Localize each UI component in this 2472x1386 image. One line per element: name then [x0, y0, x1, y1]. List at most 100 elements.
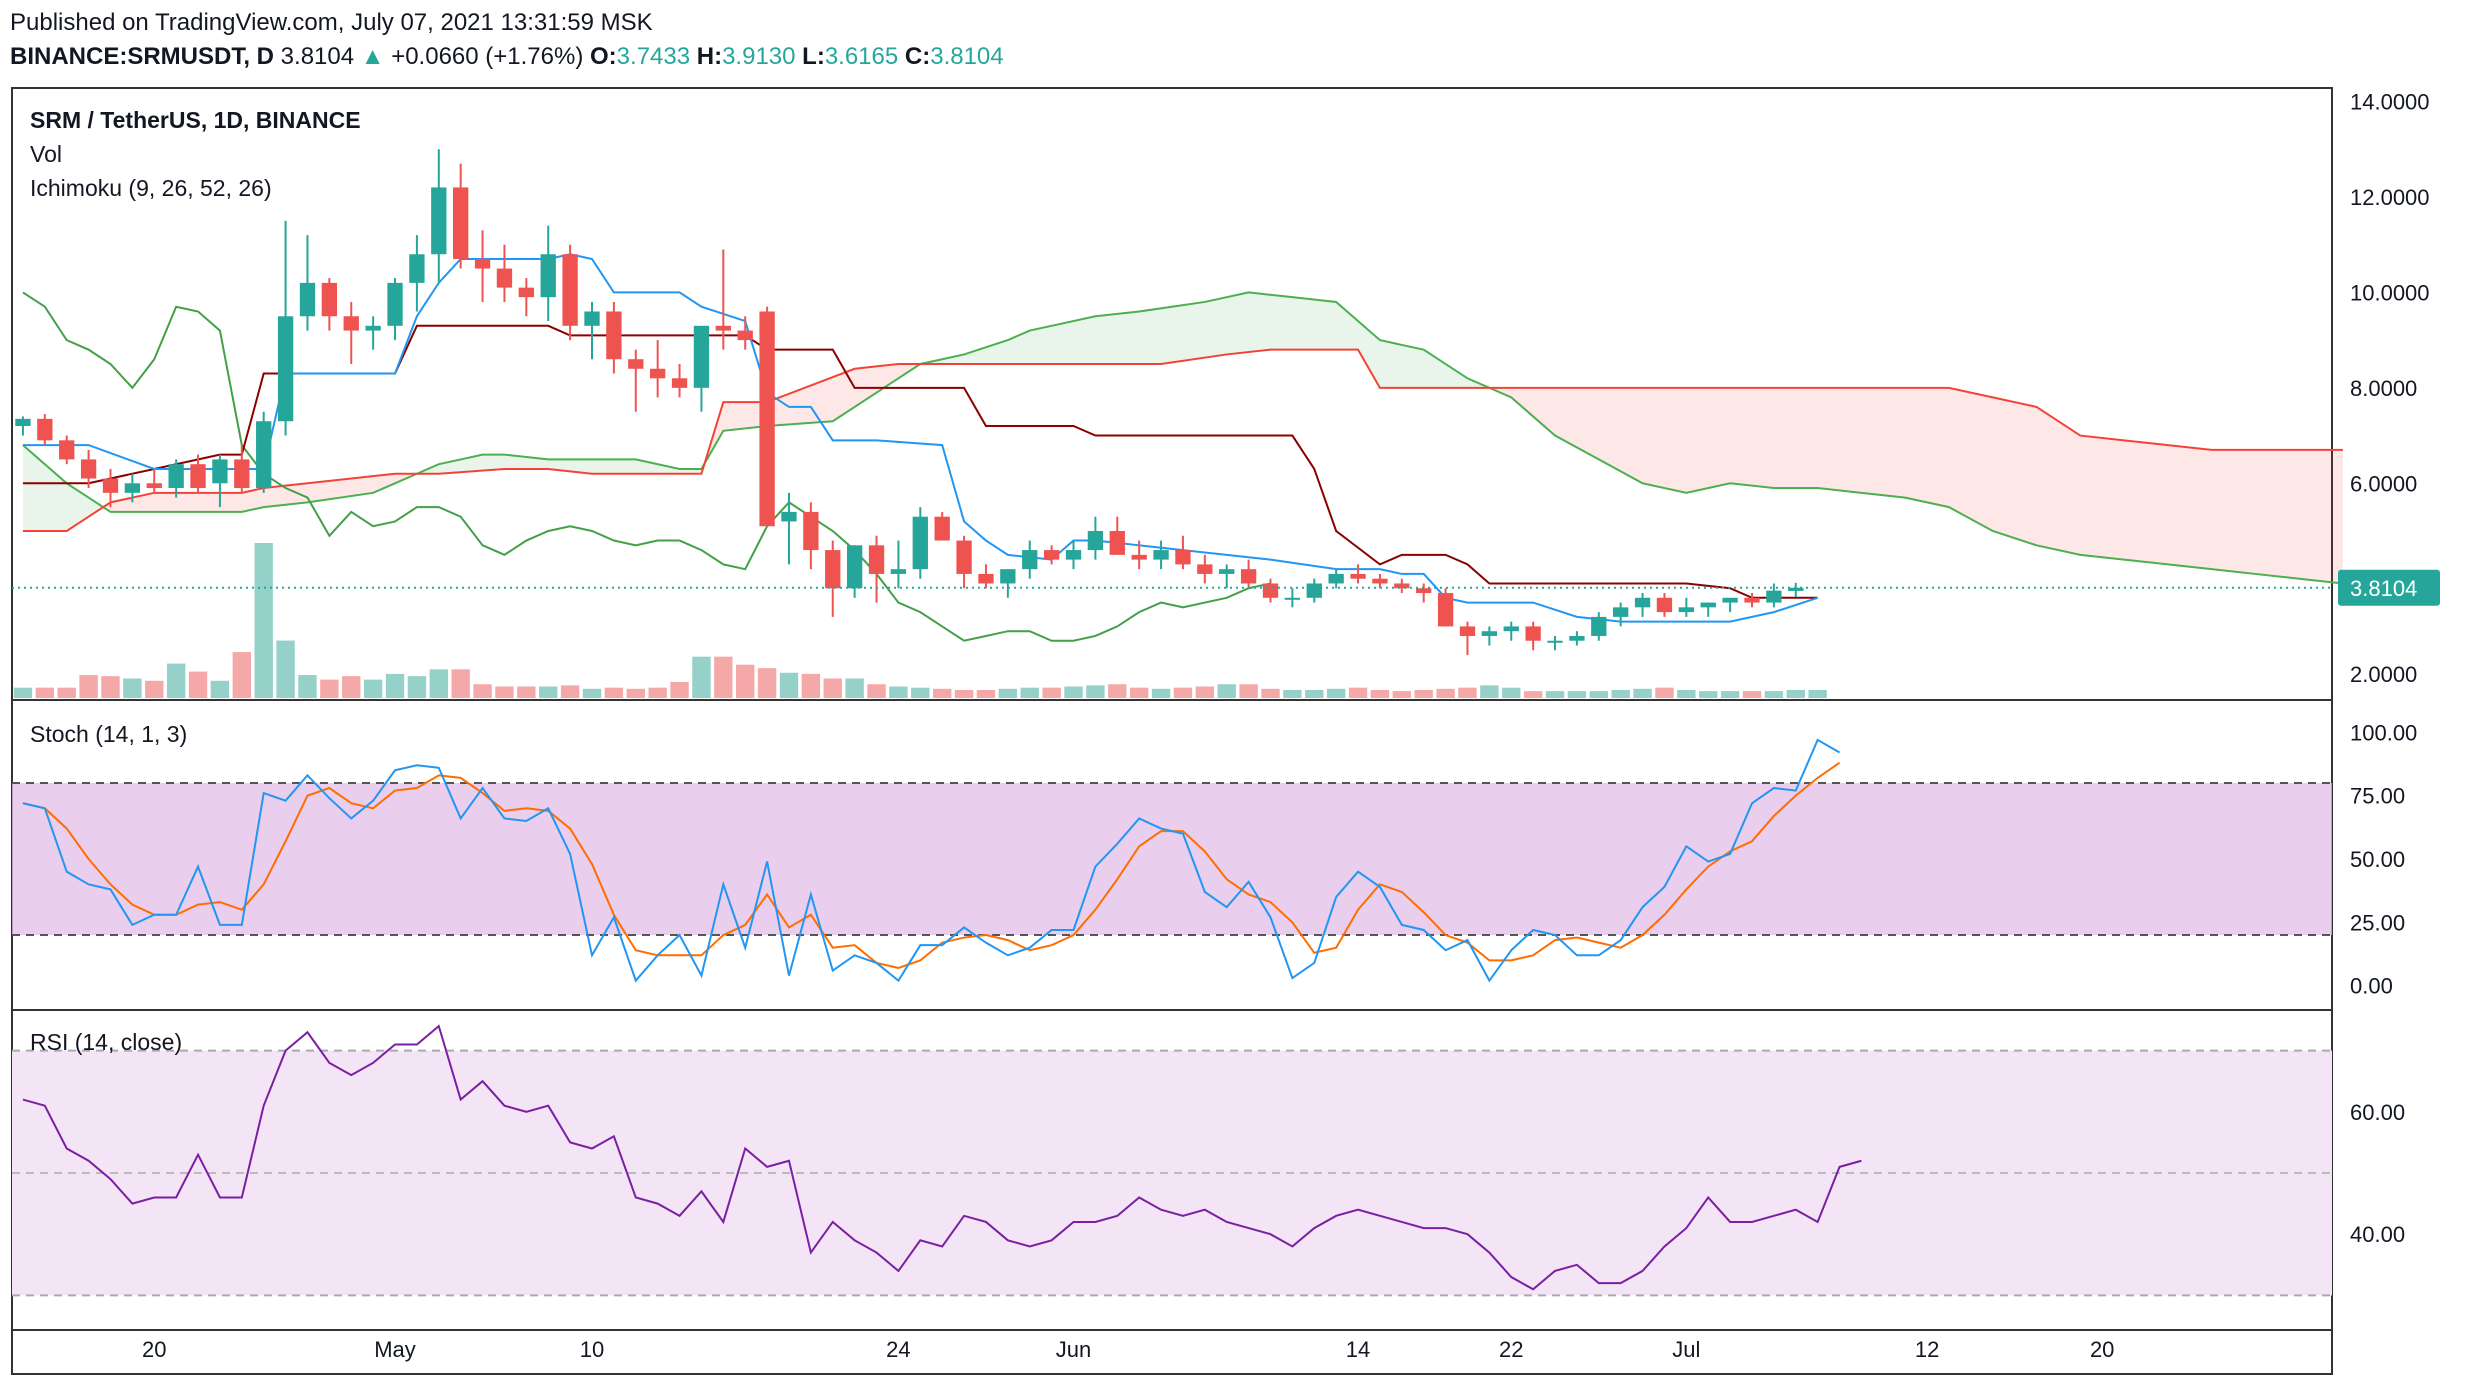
cloud-segment — [1128, 311, 1140, 364]
cloud-segment — [581, 459, 592, 474]
cloud-segment — [493, 454, 505, 470]
cloud-segment — [690, 468, 702, 474]
cloud-segment — [1773, 387, 1785, 489]
candles — [15, 149, 1804, 656]
cloud-segment — [1784, 387, 1796, 489]
candle-body — [1613, 607, 1629, 617]
cloud-segment — [1598, 387, 1610, 466]
cloud-segment — [843, 368, 855, 415]
candle-body — [15, 418, 31, 427]
candle-body — [1372, 578, 1388, 584]
cloud-segment — [1018, 330, 1030, 364]
cloud-segment — [1817, 387, 1829, 490]
rsi-tick-label: 60.00 — [2350, 1100, 2405, 1125]
rsi-pane[interactable]: RSI (14, close) — [12, 1024, 2332, 1297]
volume-bar — [670, 681, 689, 698]
candle — [321, 278, 338, 331]
volume-bar — [1392, 691, 1412, 698]
candle — [365, 316, 381, 350]
cloud-segment — [1927, 387, 1939, 505]
cloud-segment — [876, 365, 888, 393]
candle-body — [978, 573, 994, 584]
cloud-segment — [263, 486, 275, 508]
candle-body — [650, 368, 666, 379]
candle — [1744, 593, 1760, 608]
symbol-name: BINANCE:SRMUSDT, D — [10, 43, 274, 70]
cloud-segment — [996, 340, 1008, 364]
rsi-axis[interactable]: 60.00 40.00 — [2350, 1100, 2405, 1247]
volume-bar — [188, 671, 208, 698]
rsi-band — [12, 1050, 2332, 1296]
candle — [1022, 540, 1038, 579]
volume-bar — [166, 663, 186, 698]
cloud-segment — [865, 366, 877, 400]
candle — [1306, 578, 1322, 603]
cloud-segment — [2178, 446, 2190, 567]
volume-bar — [1305, 689, 1324, 698]
candle-body — [890, 569, 907, 574]
volume-bar — [1567, 691, 1587, 698]
candle — [1109, 516, 1125, 555]
rsi-tick-label: 40.00 — [2350, 1222, 2405, 1247]
candle-body — [912, 516, 928, 570]
candle-body — [277, 316, 294, 422]
volume-bar — [473, 684, 492, 698]
cloud-segment — [1237, 292, 1249, 354]
last-price-axis-label: 3.8104 — [2350, 576, 2417, 601]
candle — [1240, 559, 1257, 589]
candle — [496, 244, 513, 302]
time-axis[interactable]: 20 May 10 24 Jun 14 22 Jul 12 20 — [142, 1337, 2114, 1362]
price-tick-label: 6.0000 — [2350, 471, 2417, 496]
cloud-segment — [1084, 316, 1096, 364]
volume-bar — [451, 669, 470, 698]
cloud-segment — [778, 393, 789, 426]
cloud-segment — [1172, 305, 1183, 363]
volume-bars — [13, 543, 1827, 698]
candle — [1262, 578, 1279, 603]
candle — [1087, 516, 1104, 560]
candle — [1678, 597, 1694, 617]
candle — [781, 492, 797, 565]
volume-bar — [1742, 691, 1762, 698]
candle-body — [1153, 550, 1169, 560]
cloud-segment — [548, 459, 560, 471]
candle — [912, 507, 928, 579]
candle-body — [1744, 597, 1760, 603]
close-label: C: — [904, 43, 931, 70]
volume-bar — [954, 689, 974, 698]
candle-body — [190, 464, 206, 489]
volume-bar — [911, 687, 930, 698]
price-pane[interactable]: SRM / TetherUS, 1D, BINANCE Vol Ichimoku… — [12, 107, 2344, 698]
cloud-segment — [2102, 437, 2114, 559]
candle — [825, 540, 841, 617]
cloud-segment — [1281, 295, 1293, 350]
stoch-axis[interactable]: 100.00 75.00 50.00 25.00 0.00 — [2350, 720, 2417, 998]
cloud-segment — [1500, 387, 1512, 398]
price-axis[interactable]: 14.0000 12.0000 10.0000 8.0000 6.0000 2.0000 — [2350, 90, 2430, 688]
stoch-pane-title: Stoch (14, 1, 3) — [30, 721, 187, 747]
candle — [474, 230, 491, 302]
cloud-segment — [1139, 309, 1151, 364]
candle — [846, 545, 863, 598]
cloud-segment — [2080, 435, 2092, 557]
candle — [1416, 583, 1432, 603]
volume-bar — [1720, 691, 1740, 698]
volume-bar — [1436, 688, 1455, 698]
candle-body — [409, 254, 425, 283]
candle-body — [671, 378, 688, 388]
stoch-pane[interactable]: Stoch (14, 1, 3) — [12, 721, 2332, 983]
volume-bar — [1348, 687, 1368, 698]
candle-body — [803, 511, 819, 551]
candle — [671, 363, 688, 398]
candle-body — [562, 254, 578, 326]
cloud-segment — [1226, 294, 1238, 355]
cloud-segment — [1390, 342, 1402, 388]
candle-body — [1284, 597, 1301, 600]
volume-bar — [1502, 687, 1521, 698]
volume-bar — [539, 686, 558, 698]
price-tick-label: 14.0000 — [2350, 90, 2430, 115]
cloud-segment — [285, 484, 297, 505]
cloud-segment — [1314, 299, 1326, 350]
candle-body — [759, 311, 775, 527]
